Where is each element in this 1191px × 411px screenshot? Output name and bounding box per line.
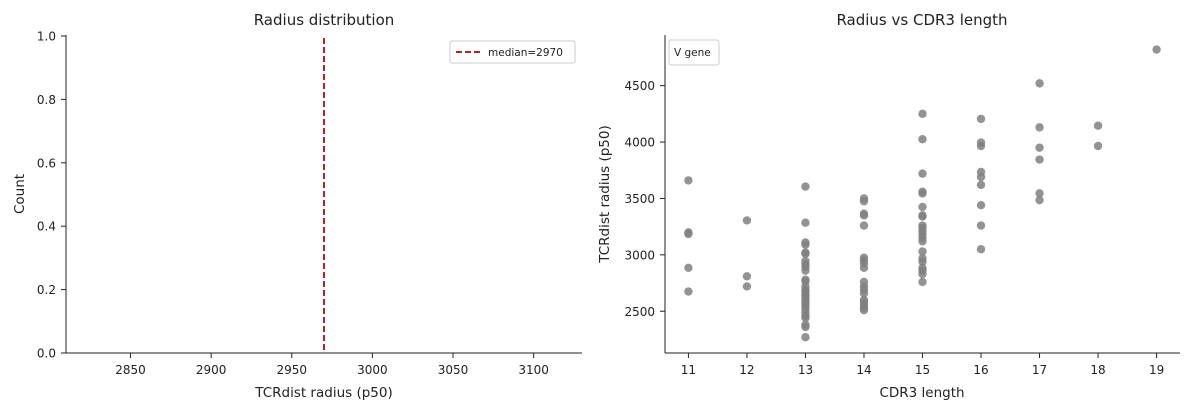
x-axis-label: CDR3 length — [879, 385, 964, 401]
scatter-point — [976, 201, 986, 210]
x-tick-label: 3100 — [518, 363, 549, 377]
y-tick-label: 0.8 — [37, 93, 56, 107]
scatter-point — [918, 189, 927, 198]
scatter-point — [1093, 141, 1103, 151]
x-ticks: 11 12 13 14 15 16 17 18 19 — [681, 353, 1164, 377]
scatter-point — [976, 221, 986, 230]
scatter-point — [918, 202, 927, 212]
y-tick-label: 0.6 — [37, 156, 56, 170]
x-tick-label: 2850 — [115, 363, 146, 377]
scatter-point — [742, 272, 752, 281]
scatter-point — [684, 229, 693, 239]
x-axis-label: TCRdist radius (p50) — [254, 385, 393, 401]
x-ticks: 2850 2900 2950 3000 3050 3100 — [115, 353, 549, 377]
y-tick-label: 3500 — [624, 192, 655, 206]
legend: V gene — [668, 39, 720, 66]
scatter-point — [918, 277, 927, 287]
scatter-point — [1035, 79, 1044, 88]
scatter-point — [918, 257, 927, 266]
radius-distribution-panel: Radius distribution 2850 2900 2950 3000 3050… — [12, 11, 582, 401]
scatter-point — [976, 114, 986, 124]
scatter-point — [918, 212, 927, 221]
scatter-point — [742, 216, 752, 225]
scatter-points — [684, 45, 1161, 342]
scatter-point — [976, 180, 986, 190]
y-tick-label: 1.0 — [37, 30, 56, 44]
scatter-point — [801, 333, 810, 342]
y-ticks: 2500 3000 3500 4000 4500 — [624, 79, 665, 319]
scatter-point — [1093, 121, 1103, 130]
y-tick-label: 2500 — [624, 305, 655, 319]
chart-title: Radius distribution — [254, 11, 395, 29]
scatter-point — [801, 266, 810, 275]
scatter-point — [918, 169, 927, 178]
x-tick-label: 18 — [1090, 363, 1105, 377]
y-axis-label: TCRdist radius (p50) — [597, 125, 613, 264]
x-tick-label: 3000 — [357, 363, 388, 377]
y-ticks: 0.0 0.2 0.4 0.6 0.8 1.0 — [37, 30, 66, 361]
x-tick-label: 17 — [1032, 363, 1047, 377]
scatter-point — [918, 269, 927, 279]
x-tick-label: 2950 — [276, 363, 307, 377]
scatter-point — [684, 263, 693, 273]
scatter-point — [918, 247, 927, 256]
scatter-point — [1035, 123, 1044, 132]
scatter-point — [859, 289, 869, 298]
scatter-point — [801, 182, 810, 191]
scatter-point — [918, 237, 927, 246]
scatter-point — [684, 176, 693, 185]
y-axis-label: Count — [12, 174, 28, 214]
scatter-point — [859, 221, 869, 230]
scatter-point — [859, 197, 869, 206]
x-tick-label: 2900 — [196, 363, 227, 377]
x-tick-label: 13 — [798, 363, 813, 377]
radius-vs-cdr3-panel: Radius vs CDR3 length 11 12 13 14 15 16 17 18 19… — [597, 11, 1180, 401]
scatter-point — [1152, 45, 1161, 54]
scatter-point — [1035, 143, 1044, 152]
scatter-point — [801, 322, 810, 332]
x-tick-label: 19 — [1149, 363, 1164, 377]
scatter-point — [1035, 189, 1044, 198]
x-tick-label: 11 — [681, 363, 696, 377]
x-tick-label: 15 — [915, 363, 930, 377]
legend: median=2970 — [449, 40, 576, 64]
scatter-point — [801, 249, 810, 258]
scatter-point — [859, 211, 869, 220]
x-tick-label: 14 — [856, 363, 871, 377]
y-tick-label: 0.2 — [37, 283, 56, 297]
scatter-point — [976, 172, 986, 182]
y-tick-label: 4000 — [624, 136, 655, 150]
scatter-point — [976, 245, 986, 254]
scatter-point — [684, 287, 693, 296]
legend-frame — [449, 40, 576, 64]
scatter-point — [918, 109, 927, 119]
legend-frame — [668, 39, 720, 66]
scatter-point — [801, 240, 810, 249]
y-tick-label: 0.4 — [37, 220, 56, 234]
scatter-point — [859, 263, 869, 273]
y-tick-label: 4500 — [624, 79, 655, 93]
legend-median-label: median=2970 — [488, 47, 563, 59]
scatter-point — [801, 218, 810, 227]
x-tick-label: 12 — [739, 363, 754, 377]
x-tick-label: 3050 — [438, 363, 469, 377]
scatter-point — [918, 135, 927, 144]
legend-title: V gene — [674, 47, 711, 59]
scatter-point — [859, 305, 869, 315]
scatter-point — [1035, 195, 1044, 205]
y-tick-label: 3000 — [624, 248, 655, 262]
scatter-point — [801, 313, 810, 323]
x-tick-label: 16 — [973, 363, 988, 377]
y-tick-label: 0.0 — [37, 347, 56, 361]
scatter-point — [976, 141, 986, 151]
scatter-point — [742, 282, 752, 291]
scatter-point — [1035, 155, 1044, 164]
chart-title: Radius vs CDR3 length — [836, 11, 1007, 29]
